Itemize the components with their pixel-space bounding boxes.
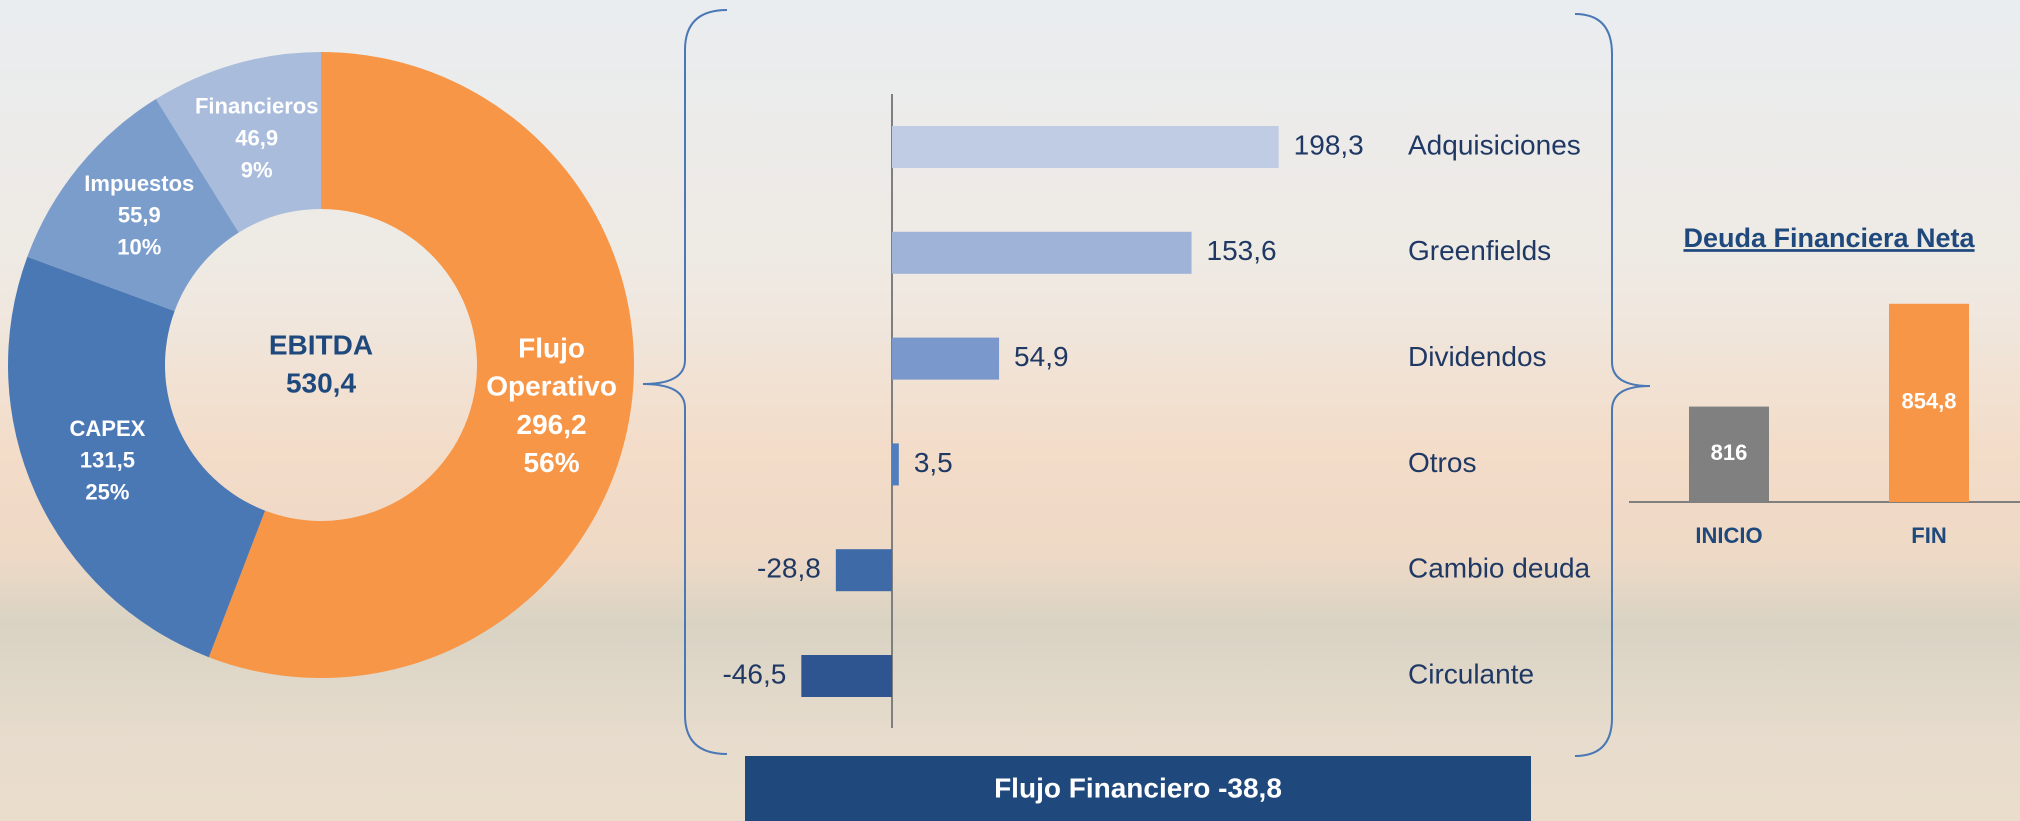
category-label: Circulante: [1408, 658, 1534, 689]
bar: [892, 231, 1192, 274]
donut-slice: [8, 256, 266, 658]
donut-slice: [27, 99, 239, 312]
category-label: Adquisiciones: [1408, 129, 1581, 160]
donut-slice: [208, 52, 634, 679]
center-label: EBITDA: [269, 329, 373, 360]
bar: [801, 655, 892, 697]
value-label: 198,3: [1294, 129, 1364, 160]
center-total: 530,4: [286, 367, 356, 398]
slice-percent: 56%: [524, 447, 580, 478]
slice-value: 55,9: [118, 203, 161, 228]
x-tick-label: FIN: [1911, 523, 1946, 548]
slice-value: 46,9: [235, 125, 278, 150]
bar: [892, 337, 1000, 380]
chart-title: Deuda Financiera Neta: [1683, 223, 1975, 253]
bar: [1689, 406, 1769, 502]
value-label: -28,8: [757, 553, 821, 584]
slice-percent: 9%: [241, 157, 273, 182]
slice-value: 131,5: [80, 448, 135, 473]
slice-percent: 25%: [85, 480, 129, 505]
slice-percent: 10%: [117, 235, 161, 260]
category-label: Otros: [1408, 447, 1476, 478]
value-label: 3,5: [914, 447, 953, 478]
value-label: 816: [1711, 440, 1748, 465]
slice-label: CAPEX: [70, 416, 146, 441]
footer-label: Flujo Financiero -38,8: [994, 772, 1282, 803]
category-label: Dividendos: [1408, 341, 1547, 372]
footer-box: [745, 756, 1531, 821]
bar: [892, 443, 899, 486]
left-brace: [642, 9, 728, 755]
bar: [1889, 303, 1969, 502]
x-tick-label: INICIO: [1695, 523, 1762, 548]
right-brace: [1574, 13, 1651, 757]
value-label: -46,5: [722, 658, 786, 689]
value-label: 54,9: [1014, 341, 1068, 372]
slice-label: Financieros: [195, 93, 318, 118]
donut-slice: [155, 52, 321, 233]
value-label: 854,8: [1901, 389, 1956, 414]
category-label: Cambio deuda: [1408, 553, 1591, 584]
value-label: 153,6: [1207, 235, 1277, 266]
slice-value: 296,2: [517, 409, 587, 440]
bar: [892, 126, 1279, 168]
slice-label: Flujo Operativo: [486, 333, 617, 402]
bar: [835, 549, 892, 592]
category-label: Greenfields: [1408, 235, 1551, 266]
slice-label: Impuestos: [84, 171, 194, 196]
